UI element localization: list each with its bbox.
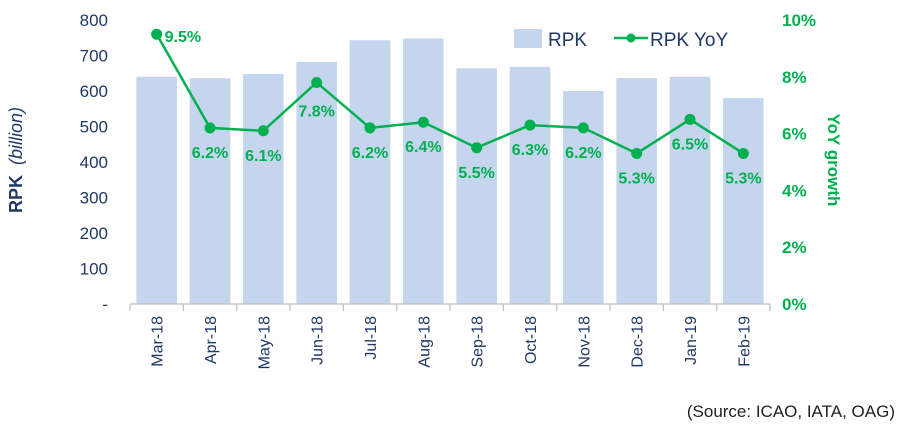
- x-tick-label: Oct-18: [523, 316, 540, 364]
- right-axis-title-text: YoY growth: [824, 114, 843, 207]
- rpk-yoy-data-label: 7.8%: [298, 103, 334, 120]
- rpk-yoy-point: [631, 147, 643, 159]
- rpk-yoy-data-label: 6.1%: [245, 148, 281, 165]
- rpk-bar: [456, 68, 497, 304]
- x-tick-label: Jul-18: [363, 316, 380, 360]
- x-tick-label: Dec-18: [630, 316, 647, 368]
- left-tick-label: 700: [80, 47, 108, 66]
- left-tick-label: 400: [80, 153, 108, 172]
- left-tick-label: 300: [80, 189, 108, 208]
- legend-yoy-label: RPK YoY: [650, 30, 728, 51]
- rpk-yoy-data-labels: 9.5% 6.2% 6.1% 7.8% 6.2% 6.4% 5.5% 6.3% 6.2% 5.3%…: [165, 29, 762, 187]
- right-axis-ticks: 0% 2% 4% 6% 8% 10%: [782, 11, 816, 314]
- rpk-bars: [136, 38, 764, 305]
- left-axis-title-unit: (billion): [6, 107, 26, 165]
- left-axis-title-main: RPK: [6, 175, 26, 213]
- x-tick-label: Nov-18: [576, 316, 593, 368]
- rpk-yoy-point: [577, 122, 589, 134]
- rpk-bar: [296, 61, 337, 304]
- left-axis-ticks: - 100 200 300 400 500 600 700 800: [80, 11, 108, 314]
- right-tick-label: 4%: [782, 181, 807, 200]
- rpk-yoy-data-label: 9.5%: [165, 29, 201, 46]
- x-axis-tick-marks: [129, 304, 771, 311]
- rpk-bar: [509, 66, 551, 304]
- right-axis-title: YoY growth: [824, 114, 843, 207]
- rpk-yoy-data-label: 5.3%: [725, 170, 761, 187]
- rpk-yoy-line: [155, 33, 745, 155]
- rpk-yoy-data-label: 5.5%: [458, 165, 494, 182]
- x-axis-labels: Mar-18 Apr-18 May-18 Jun-18 Jul-18 Aug-18 Sep-…: [150, 316, 754, 369]
- x-tick-label: Sep-18: [470, 316, 487, 368]
- right-tick-label: 2%: [782, 238, 807, 257]
- right-tick-label: 10%: [782, 11, 816, 30]
- rpk-yoy-point: [204, 122, 216, 134]
- rpk-yoy-data-label: 6.2%: [192, 145, 228, 162]
- svg-text:RPK (billion): RPK (billion): [6, 107, 26, 213]
- rpk-yoy-data-label: 6.4%: [405, 139, 441, 156]
- rpk-bar: [669, 76, 711, 304]
- legend-yoy-swatch-marker: [626, 33, 636, 43]
- left-tick-label: 500: [80, 118, 108, 137]
- x-tick-label: Jun-18: [310, 316, 327, 365]
- rpk-bar: [616, 78, 657, 304]
- rpk-yoy-point: [524, 119, 536, 131]
- x-tick-label: Jan-19: [683, 316, 700, 365]
- rpk-yoy-point: [684, 113, 696, 125]
- legend-rpk-swatch: [514, 29, 542, 48]
- rpk-yoy-point: [311, 76, 323, 88]
- rpk-bar: [189, 78, 231, 304]
- rpk-yoy-data-label: 6.2%: [565, 145, 601, 162]
- x-tick-label: Feb-19: [736, 316, 753, 367]
- rpk-yoy-data-label: 6.5%: [672, 136, 708, 153]
- rpk-yoy-point: [364, 122, 376, 134]
- rpk-yoy-data-label: 6.2%: [352, 145, 388, 162]
- rpk-yoy-point: [737, 147, 749, 159]
- rpk-yoy-point: [151, 28, 163, 40]
- right-tick-label: 6%: [782, 125, 807, 144]
- rpk-yoy-data-label: 6.3%: [512, 142, 548, 159]
- rpk-yoy-data-label: 5.3%: [618, 170, 654, 187]
- rpk-bar: [403, 38, 444, 305]
- left-tick-label: 100: [80, 260, 108, 279]
- left-tick-label: -: [102, 295, 108, 314]
- rpk-yoy-points: [151, 28, 749, 159]
- rpk-bar: [136, 76, 177, 304]
- left-tick-label: 600: [80, 82, 108, 101]
- legend-rpk-label: RPK: [548, 30, 587, 51]
- right-tick-label: 0%: [782, 295, 807, 314]
- left-tick-label: 800: [80, 11, 108, 30]
- rpk-yoy-point: [257, 125, 269, 137]
- right-tick-label: 8%: [782, 68, 807, 87]
- rpk-bar: [723, 98, 764, 304]
- rpk-bar: [243, 73, 284, 305]
- rpk-yoy-point: [471, 142, 483, 154]
- x-tick-label: May-18: [256, 316, 273, 369]
- rpk-yoy-point: [417, 116, 429, 128]
- legend: RPK RPK YoY: [514, 29, 728, 51]
- rpk-bar: [349, 40, 391, 305]
- source-note: (Source: ICAO, IATA, OAG): [687, 402, 895, 421]
- left-tick-label: 200: [80, 224, 108, 243]
- x-tick-label: Apr-18: [203, 316, 220, 364]
- x-tick-label: Mar-18: [150, 316, 167, 367]
- x-tick-label: Aug-18: [416, 316, 433, 368]
- left-axis-title: RPK (billion): [6, 107, 26, 213]
